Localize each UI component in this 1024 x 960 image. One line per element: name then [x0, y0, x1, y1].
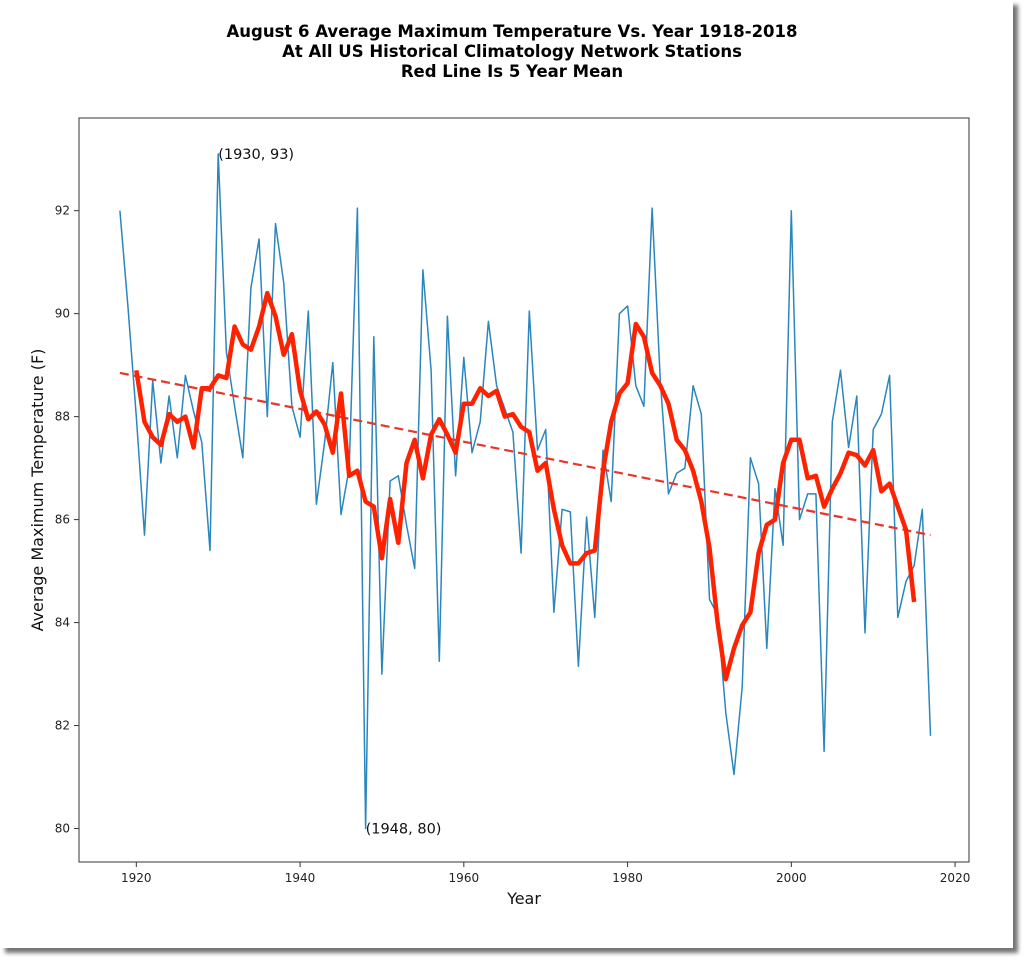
- chart-title: August 6 Average Maximum Temperature Vs.…: [0, 22, 1024, 82]
- x-tick-label: 1980: [612, 871, 643, 885]
- x-tick-label: 1940: [285, 871, 316, 885]
- title-line-2: At All US Historical Climatology Network…: [282, 42, 742, 61]
- x-tick-label: 1920: [121, 871, 152, 885]
- trend-line: [119, 371, 931, 537]
- y-tick-label: 92: [55, 204, 70, 218]
- y-tick-label: 88: [55, 410, 70, 424]
- y-tick-label: 82: [55, 719, 70, 733]
- plot-series: [119, 153, 932, 830]
- point-annotation: (1948, 80): [366, 822, 442, 838]
- x-tick-label: 1960: [449, 871, 480, 885]
- y-axis: 80 82 84 86 88 90 92: [55, 204, 79, 836]
- annotations: (1930, 93) (1948, 80): [218, 147, 441, 837]
- y-axis-label: Average Maximum Temperature (F): [28, 349, 47, 632]
- y-tick-label: 80: [55, 822, 70, 836]
- y-tick-label: 86: [55, 513, 70, 527]
- y-tick-label: 84: [55, 616, 70, 630]
- raw-temperature-line: [119, 153, 932, 830]
- point-annotation: (1930, 93): [218, 147, 294, 163]
- y-tick-label: 90: [55, 307, 70, 321]
- plot-area-border: [78, 117, 970, 863]
- five-year-mean-line: [134, 290, 917, 682]
- title-line-3: Red Line Is 5 Year Mean: [400, 62, 624, 81]
- x-tick-label: 2000: [776, 871, 807, 885]
- x-axis: 1920 1940 1960 1980 2000 2020: [121, 862, 970, 885]
- chart-frame: [0, 0, 1013, 948]
- title-line-1: August 6 Average Maximum Temperature Vs.…: [226, 22, 798, 41]
- x-tick-label: 2020: [940, 871, 971, 885]
- x-axis-label: Year: [506, 889, 541, 908]
